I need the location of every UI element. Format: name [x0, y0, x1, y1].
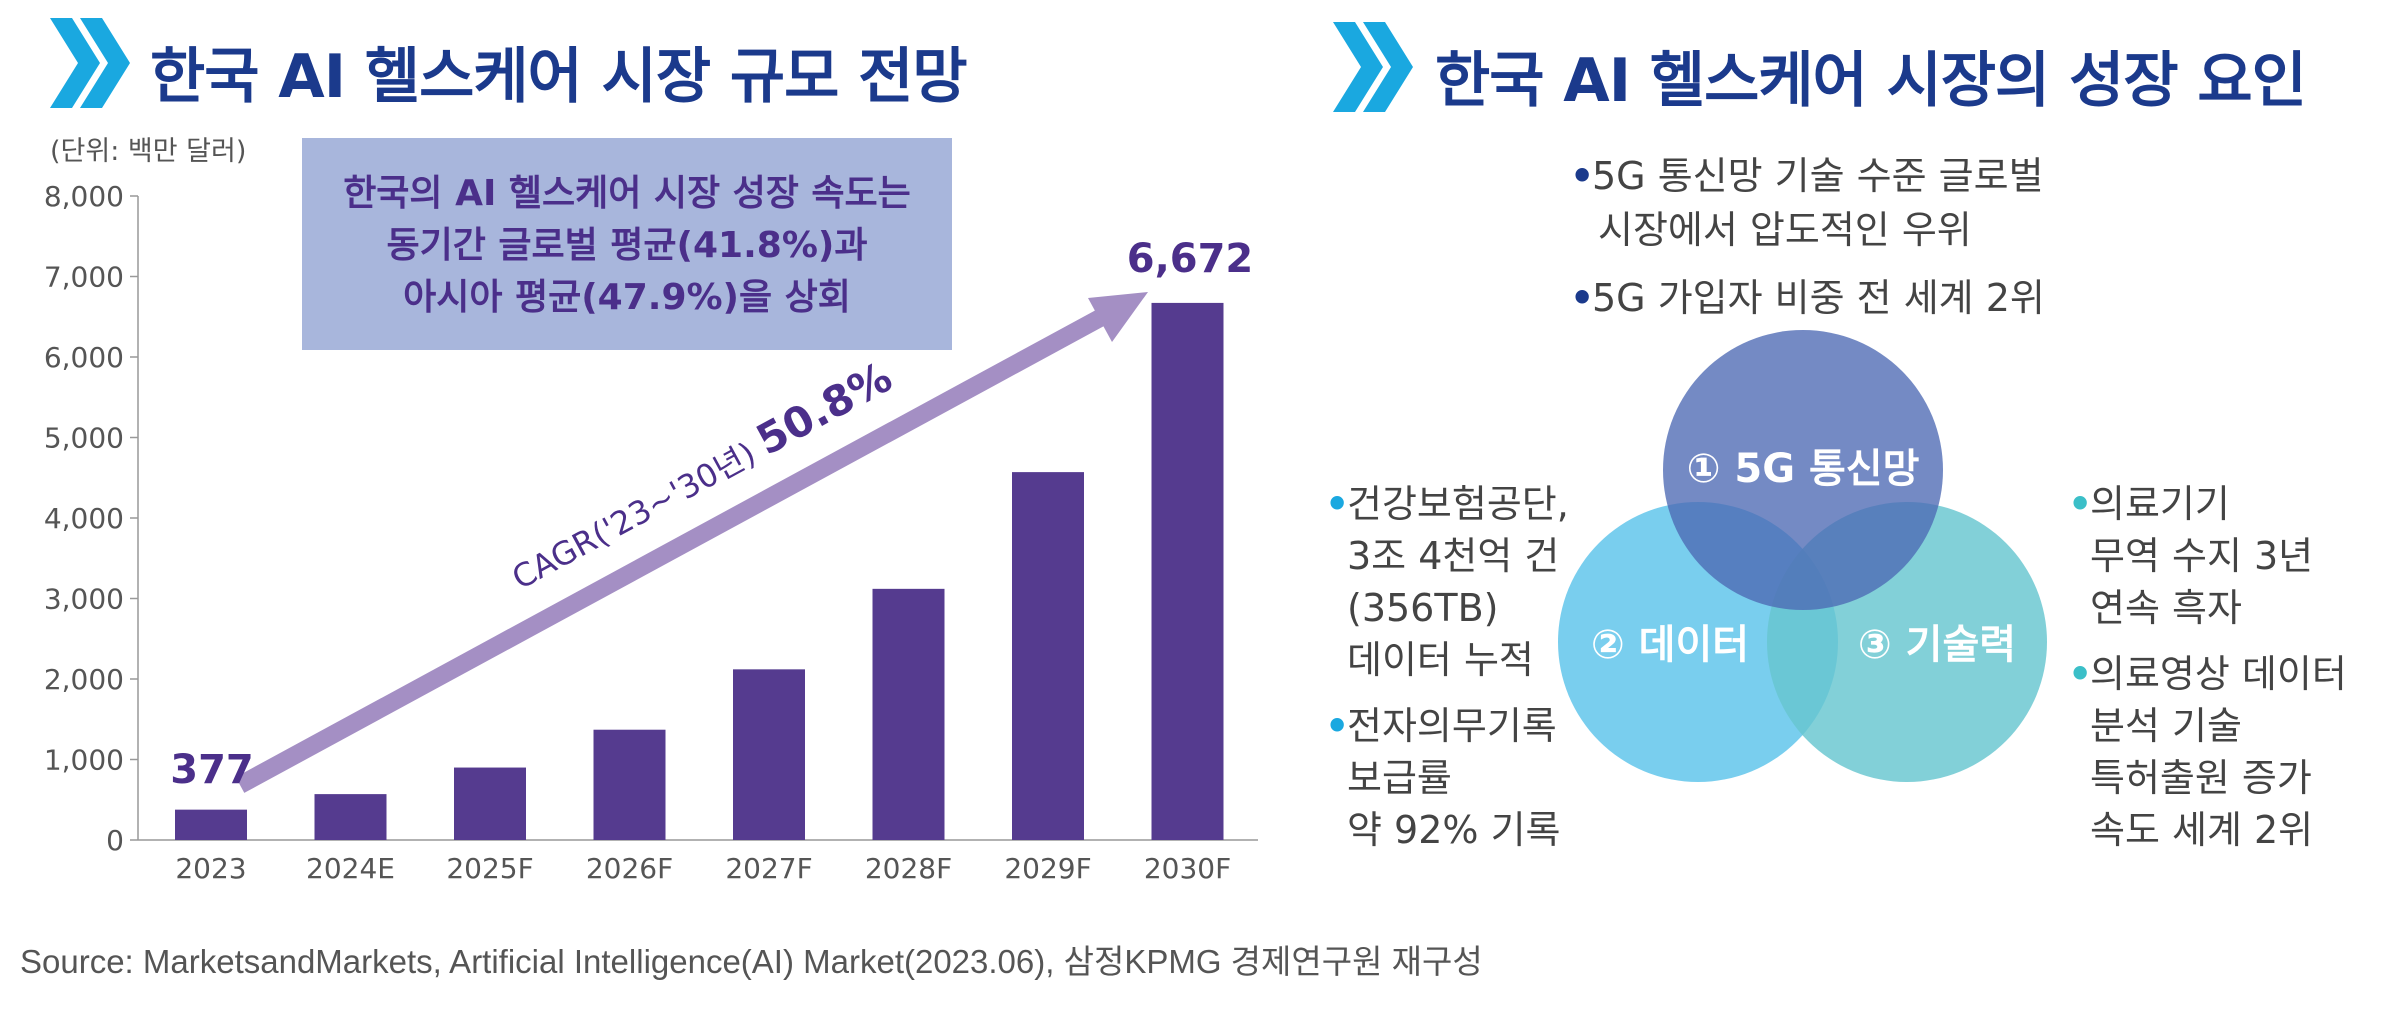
y-tick-label: 1,000: [44, 744, 124, 777]
bullet-line: 연속 흑자: [2090, 586, 2242, 630]
chart-title: 한국 AI 헬스케어 시장 규모 전망: [150, 42, 968, 112]
y-tick-label: 2,000: [44, 663, 124, 696]
bullet-line: 3조 4천억 건: [1347, 534, 1560, 578]
y-tick-label: 7,000: [44, 261, 124, 294]
bar-2025F: [454, 767, 526, 840]
bar-2029F: [1012, 472, 1084, 840]
bar-2023: [175, 809, 247, 840]
bullet-line: 특허출원 증가: [2090, 756, 2312, 800]
venn-diagram: ① 5G 통신망 ② 데이터 ③ 기술력: [1558, 330, 2047, 782]
factors-title: 한국 AI 헬스케어 시장의 성장 요인: [1435, 46, 2307, 116]
bullet-line: 무역 수지 3년: [2090, 534, 2314, 578]
x-tick-label: 2024E: [306, 852, 395, 885]
data-bullet: •전자의무기록 보급률 약 92% 기록: [1325, 704, 1561, 852]
bullet-line: 속도 세계 2위: [2090, 808, 2314, 852]
bar-2026F: [593, 729, 666, 840]
cagr-label: CAGR('23~'30년)50.8%: [501, 352, 899, 599]
bullet-line: 의료기기: [2090, 482, 2230, 526]
bullet-line: 분석 기술: [2090, 704, 2242, 748]
y-tick-label: 0: [106, 824, 124, 857]
chevron-right-icon: [1333, 22, 1413, 112]
bullet-line: 약 92% 기록: [1347, 808, 1561, 852]
top-bullet-line: 시장에서 압도적인 우위: [1598, 208, 1972, 252]
y-tick-label: 8,000: [44, 180, 124, 213]
bullet-line: 보급률: [1347, 756, 1452, 800]
top-bullet-line: 5G 가입자 비중 전 세계 2위: [1592, 276, 2045, 320]
callout-box: [302, 138, 952, 350]
top-bullet: •5G 가입자 비중 전 세계 2위: [1570, 276, 2045, 320]
source-note: Source: MarketsandMarkets, Artificial In…: [20, 943, 1483, 980]
y-tick-label: 4,000: [44, 502, 124, 535]
bullet-line: (356TB): [1347, 586, 1499, 630]
bullet-line: 데이터 누적: [1347, 638, 1534, 682]
bar-chart: (단위: 백만 달러) 0 1,000 2,000 3,000 4,000 5,000 6,…: [44, 136, 1258, 885]
callout-line: 동기간 글로벌 평균(41.8%)과: [387, 225, 868, 266]
y-tick-label: 5,000: [44, 422, 124, 455]
top-bullet: •5G 통신망 기술 수준 글로벌: [1570, 154, 2044, 198]
venn-label-5g: ① 5G 통신망: [1687, 446, 1920, 492]
top-bullet-cont: 시장에서 압도적인 우위: [1598, 204, 1972, 256]
x-tick-label: 2026F: [586, 852, 673, 885]
bar-2030F: [1151, 302, 1224, 840]
unit-label: (단위: 백만 달러): [50, 136, 246, 167]
callout-line: 아시아 평균(47.9%)을 상회: [403, 277, 851, 318]
x-tick-label: 2025F: [446, 852, 533, 885]
bar-2028F: [872, 588, 945, 840]
x-tick-label: 2028F: [865, 852, 952, 885]
y-tick-label: 3,000: [44, 583, 124, 616]
tech-bullet: •의료기기 무역 수지 3년 연속 흑자: [2068, 482, 2314, 630]
venn-label-data: ② 데이터: [1591, 622, 1749, 668]
bar-2024E: [314, 794, 387, 840]
bar-2027F: [733, 669, 805, 840]
chevron-right-icon: [50, 18, 130, 108]
x-tick-label: 2029F: [1004, 852, 1091, 885]
bullet-line: 의료영상 데이터: [2090, 652, 2347, 696]
tech-bullet: •의료영상 데이터 분석 기술 특허출원 증가 속도 세계 2위: [2068, 652, 2347, 852]
x-tick-label: 2030F: [1144, 852, 1231, 885]
bullet-line: 전자의무기록: [1347, 704, 1557, 748]
last-value-label: 6,672: [1127, 236, 1254, 282]
x-tick-label: 2027F: [725, 852, 812, 885]
venn-circle-top: [1663, 330, 1943, 610]
bullet-line: 건강보험공단,: [1347, 482, 1569, 526]
venn-label-tech: ③ 기술력: [1858, 622, 2016, 668]
top-bullet-line: 5G 통신망 기술 수준 글로벌: [1592, 154, 2044, 198]
data-bullet: •건강보험공단, 3조 4천억 건 (356TB) 데이터 누적: [1325, 482, 1569, 682]
callout-line: 한국의 AI 헬스케어 시장 성장 속도는: [343, 173, 911, 214]
growth-arrow: [235, 292, 1148, 793]
x-tick-label: 2023: [175, 852, 246, 885]
first-value-label: 377: [170, 747, 254, 793]
y-tick-label: 6,000: [44, 341, 124, 374]
